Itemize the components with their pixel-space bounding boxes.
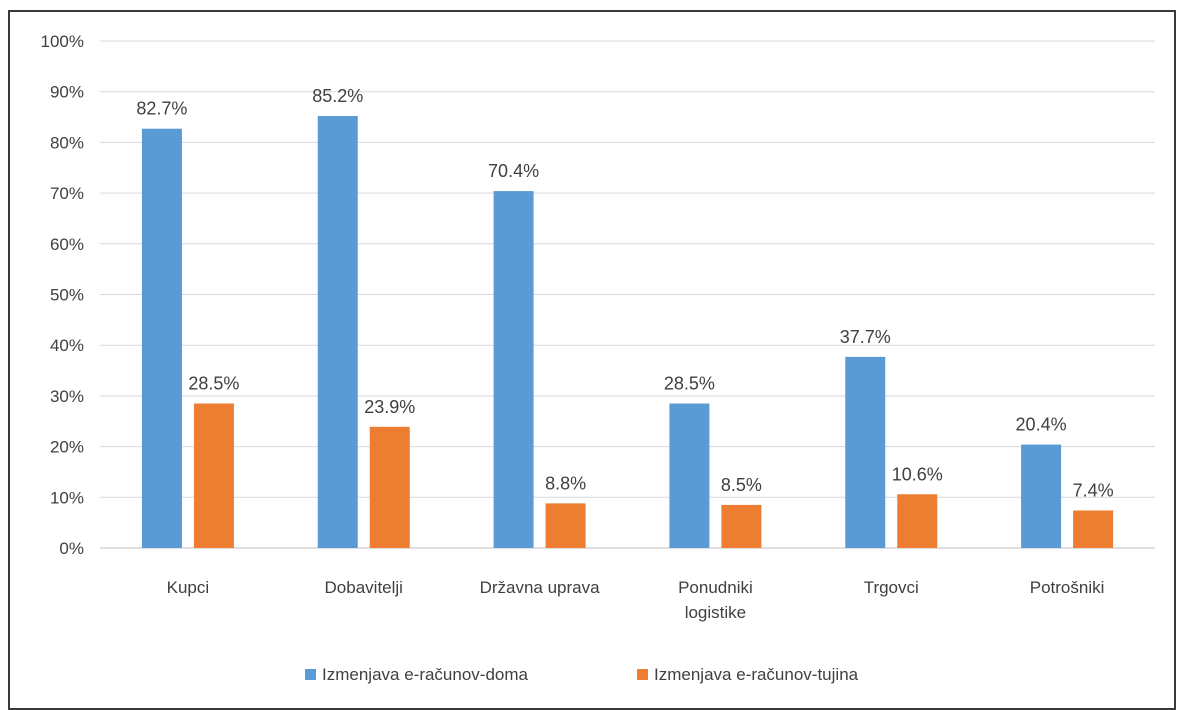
data-label: 23.9%: [364, 397, 415, 417]
legend-label: Izmenjava e-računov-doma: [322, 665, 529, 684]
bars: [141, 116, 1114, 548]
y-tick-label: 60%: [50, 235, 84, 254]
y-tick-label: 30%: [50, 387, 84, 406]
legend: Izmenjava e-računov-doma Izmenjava e-raču…: [305, 665, 859, 684]
bar-tujina: [193, 403, 234, 548]
y-tick-label: 70%: [50, 184, 84, 203]
data-label: 37.7%: [840, 327, 891, 347]
data-label: 20.4%: [1016, 415, 1067, 435]
category-label: logistike: [685, 603, 746, 622]
bar-tujina: [1073, 510, 1114, 548]
y-tick-label: 90%: [50, 83, 84, 102]
data-label: 82.7%: [136, 99, 187, 119]
legend-label: Izmenjava e-računov-tujina: [654, 665, 859, 684]
category-label: Potrošniki: [1030, 578, 1105, 597]
data-label: 70.4%: [488, 161, 539, 181]
y-axis: 0% 10% 20% 30% 40% 50% 60% 70% 80% 90% 100%: [41, 32, 84, 558]
data-label: 28.5%: [664, 374, 715, 394]
y-tick-label: 0%: [59, 539, 84, 558]
data-label: 8.5%: [721, 475, 762, 495]
y-tick-label: 40%: [50, 336, 84, 355]
bar-doma: [845, 356, 886, 548]
chart-frame: [8, 10, 1176, 710]
bar-doma: [669, 403, 710, 548]
bar-tujina: [897, 494, 938, 548]
y-tick-label: 20%: [50, 438, 84, 457]
bar-doma: [1021, 444, 1062, 548]
gridlines: [100, 40, 1155, 549]
category-label: Kupci: [167, 578, 210, 597]
y-tick-label: 80%: [50, 133, 84, 152]
data-label: 8.8%: [545, 473, 586, 493]
bar-doma: [493, 191, 534, 548]
data-label: 10.6%: [892, 464, 943, 484]
x-axis: Kupci Dobavitelji Državna uprava Ponudniki l…: [167, 578, 1105, 622]
y-tick-label: 50%: [50, 286, 84, 305]
legend-swatch: [637, 669, 648, 680]
category-label: Ponudniki: [678, 578, 753, 597]
category-label: Državna uprava: [480, 578, 601, 597]
category-label: Trgovci: [864, 578, 919, 597]
data-label: 85.2%: [312, 86, 363, 106]
data-labels: 82.7% 28.5% 85.2% 23.9% 70.4% 8.8% 28.5% 8.5% 37…: [136, 86, 1113, 500]
data-label: 28.5%: [188, 374, 239, 394]
bar-tujina: [369, 426, 410, 548]
bar-doma: [317, 116, 358, 548]
data-label: 7.4%: [1073, 480, 1114, 500]
bar-doma: [141, 128, 182, 548]
bar-tujina: [545, 503, 586, 548]
y-tick-label: 10%: [50, 488, 84, 507]
legend-swatch: [305, 669, 316, 680]
bar-tujina: [721, 504, 762, 548]
y-tick-label: 100%: [41, 32, 84, 51]
category-label: Dobavitelji: [325, 578, 403, 597]
